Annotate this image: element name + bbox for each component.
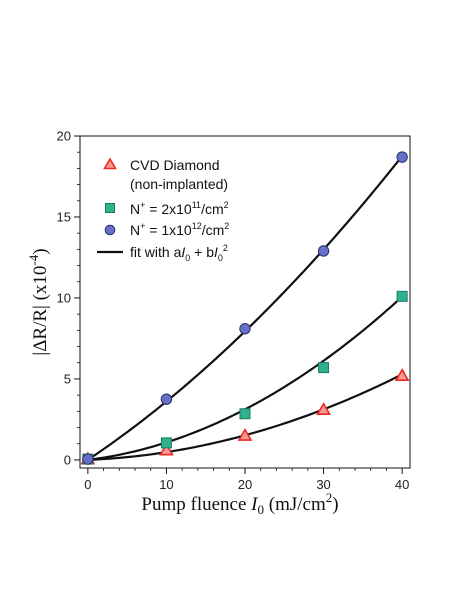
data-point-square xyxy=(318,362,330,374)
data-point-circle xyxy=(82,453,94,465)
data-point-triangle xyxy=(237,427,253,441)
x-tick-label: 0 xyxy=(84,477,91,492)
legend-marker-square xyxy=(105,203,115,213)
data-point-triangle xyxy=(159,442,174,456)
x-tick-label: 40 xyxy=(395,477,409,492)
data-point-circle xyxy=(396,151,408,163)
data-point-circle xyxy=(317,245,330,257)
legend-marker-triangle xyxy=(103,157,117,170)
data-point-circle xyxy=(160,393,173,405)
x-tick-label: 10 xyxy=(159,477,173,492)
y-tick-label: 20 xyxy=(57,129,71,144)
legend: CVD Diamond (non-implanted) N+ = 2x1011/… xyxy=(97,157,229,263)
y-tick-label: 10 xyxy=(57,290,71,305)
legend-label-cvd-diamond: CVD Diamond xyxy=(130,157,219,173)
plot-area xyxy=(79,135,411,469)
data-point-circle xyxy=(239,323,251,335)
x-tick-label: 30 xyxy=(316,477,330,492)
data-point-square xyxy=(396,290,408,302)
x-axis-title: Pump fluence I0 (mJ/cm2) xyxy=(141,490,338,517)
x-tick-label: 20 xyxy=(238,477,252,492)
data-point-triangle xyxy=(316,402,331,415)
tick-marks: 0 10 20 30 40 0 5 10 15 20 xyxy=(57,129,410,493)
y-tick-label: 15 xyxy=(57,209,71,224)
data-point-square xyxy=(239,408,251,420)
y-tick-label: 0 xyxy=(64,452,71,467)
data-point-square xyxy=(160,437,172,449)
y-tick-label: 5 xyxy=(64,371,71,386)
legend-label-n-2e11: N+ = 2x1011/cm2 xyxy=(130,200,229,217)
y-axis-title: |ΔR/R| (x10-4) xyxy=(26,248,51,355)
legend-label-non-implanted: (non-implanted) xyxy=(130,176,228,192)
legend-marker-circle xyxy=(104,224,116,236)
legend-label-n-1e12: N+ = 1x1012/cm2 xyxy=(130,221,229,238)
legend-label-fit: fit with aI0 + bI02 xyxy=(130,243,228,263)
data-point-triangle xyxy=(394,368,410,381)
